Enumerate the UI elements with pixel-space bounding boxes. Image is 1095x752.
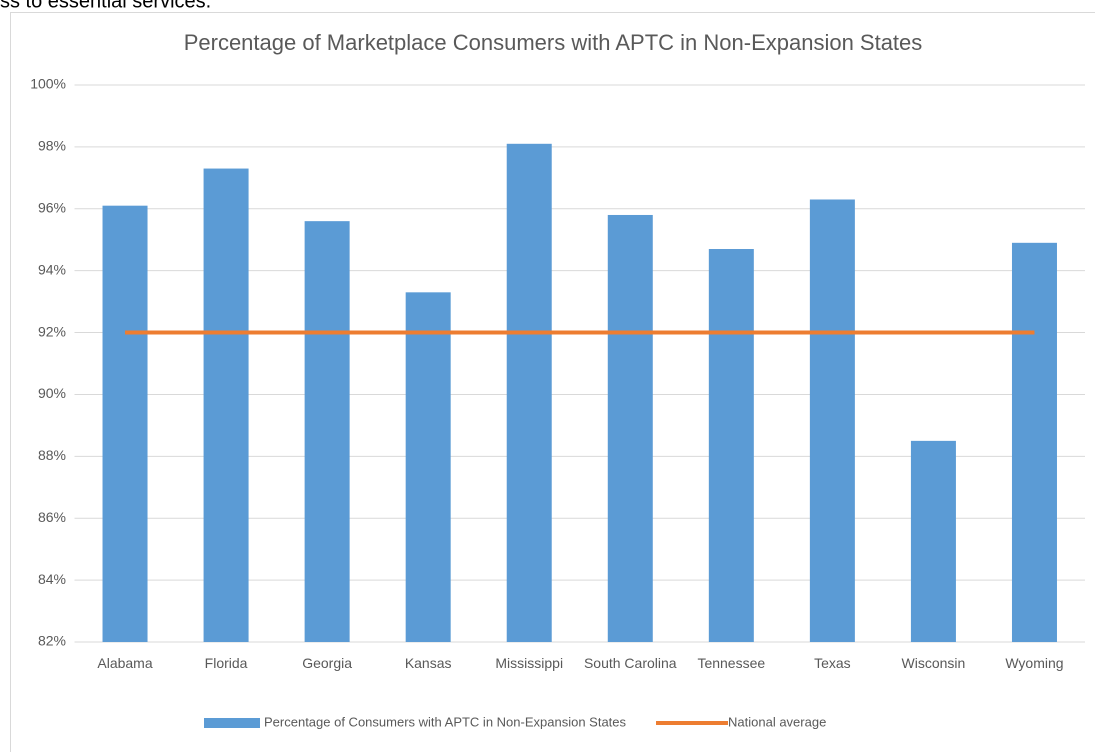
- y-tick-label: 90%: [38, 385, 66, 401]
- chart-title: Percentage of Marketplace Consumers with…: [184, 30, 923, 55]
- bar: [708, 249, 754, 642]
- y-tick-label: 82%: [38, 633, 66, 649]
- x-tick-label: South Carolina: [583, 655, 677, 671]
- bar: [1011, 242, 1057, 643]
- legend-swatch: [204, 718, 260, 728]
- bar: [102, 205, 148, 642]
- y-tick-label: 96%: [38, 199, 66, 215]
- x-tick-label: Georgia: [302, 655, 353, 671]
- y-tick-label: 92%: [38, 323, 66, 339]
- x-tick-label: Tennessee: [697, 655, 766, 671]
- y-tick-label: 94%: [38, 261, 66, 277]
- bar: [506, 143, 552, 643]
- x-tick-label: Texas: [814, 655, 851, 671]
- y-tick-label: 86%: [38, 509, 66, 525]
- bar: [809, 199, 855, 642]
- y-tick-label: 100%: [30, 76, 66, 92]
- bar: [304, 221, 350, 642]
- x-tick-label: Kansas: [404, 655, 452, 671]
- bar: [607, 214, 653, 642]
- x-tick-label: Wyoming: [1005, 655, 1064, 671]
- x-tick-label: Alabama: [97, 655, 153, 671]
- y-tick-label: 84%: [38, 571, 66, 587]
- y-tick-label: 98%: [38, 138, 66, 154]
- page-text: ss to essential services.: [0, 0, 211, 12]
- y-tick-label: 88%: [38, 447, 66, 463]
- legend-label: Percentage of Consumers with APTC in Non…: [264, 714, 627, 729]
- bar: [910, 440, 956, 642]
- bar: [203, 168, 249, 643]
- x-tick-label: Florida: [204, 655, 248, 671]
- bar: [405, 292, 451, 642]
- legend-label: National average: [728, 714, 826, 729]
- x-tick-label: Mississippi: [495, 655, 564, 671]
- x-tick-label: Wisconsin: [901, 655, 966, 671]
